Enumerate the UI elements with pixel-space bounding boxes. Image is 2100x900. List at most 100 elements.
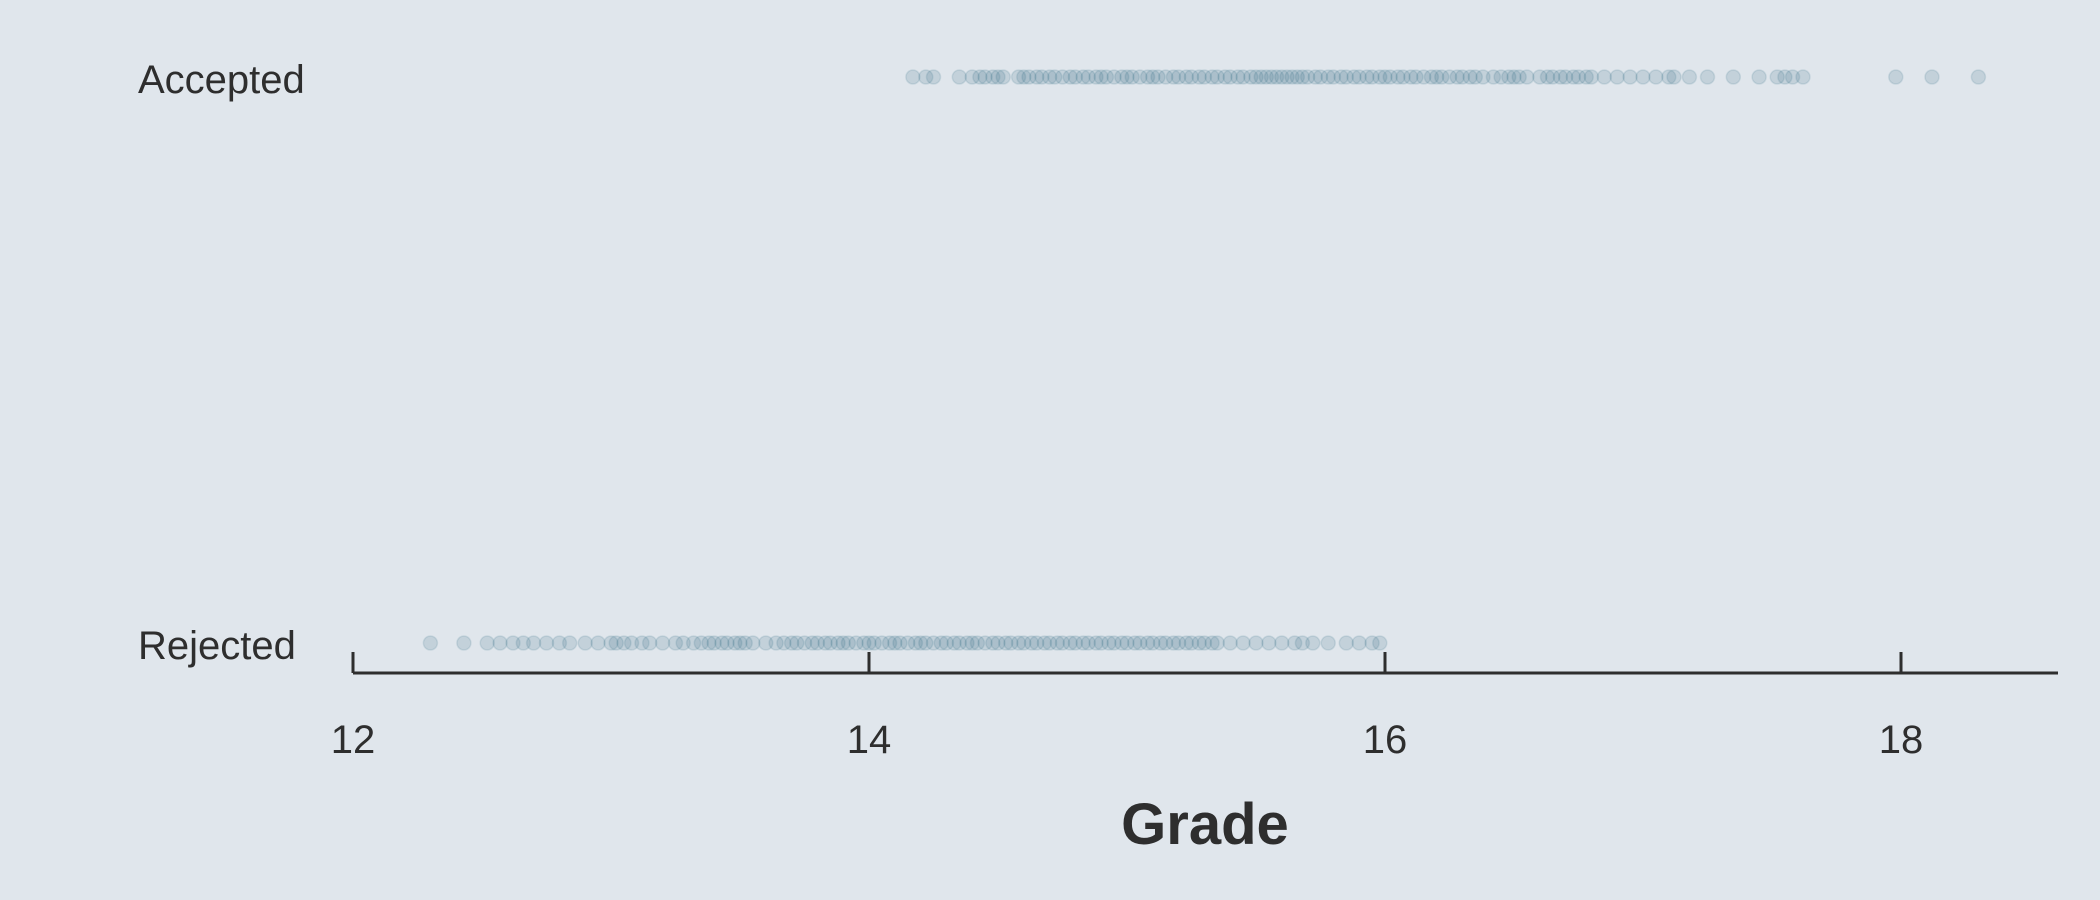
point-accepted-115 bbox=[1888, 69, 1904, 85]
point-accepted-7 bbox=[985, 69, 1001, 85]
point-accepted-111 bbox=[1769, 69, 1785, 85]
point-accepted-65 bbox=[1351, 69, 1367, 85]
point-accepted-61 bbox=[1325, 69, 1342, 85]
point-accepted-13 bbox=[1028, 69, 1045, 85]
point-accepted-1 bbox=[918, 69, 934, 85]
point-rejected-86 bbox=[1119, 635, 1135, 651]
point-rejected-61 bbox=[959, 635, 975, 651]
point-accepted-31 bbox=[1145, 69, 1161, 85]
point-rejected-106 bbox=[1286, 635, 1303, 651]
point-rejected-23 bbox=[701, 635, 717, 651]
point-rejected-84 bbox=[1106, 635, 1122, 651]
point-rejected-22 bbox=[693, 635, 710, 651]
point-accepted-25 bbox=[1106, 69, 1122, 85]
point-accepted-58 bbox=[1307, 69, 1324, 85]
point-accepted-44 bbox=[1230, 69, 1246, 85]
point-accepted-47 bbox=[1248, 69, 1264, 85]
point-accepted-68 bbox=[1372, 69, 1388, 85]
point-rejected-105 bbox=[1274, 635, 1290, 651]
point-rejected-94 bbox=[1170, 635, 1187, 651]
point-rejected-11 bbox=[590, 635, 606, 651]
point-accepted-92 bbox=[1539, 69, 1556, 85]
point-rejected-0 bbox=[422, 635, 439, 651]
point-rejected-44 bbox=[848, 635, 864, 651]
point-accepted-104 bbox=[1648, 69, 1664, 85]
point-accepted-114 bbox=[1795, 69, 1811, 85]
point-accepted-72 bbox=[1395, 69, 1411, 85]
point-accepted-107 bbox=[1681, 69, 1698, 85]
point-rejected-71 bbox=[1023, 635, 1040, 651]
point-rejected-51 bbox=[892, 635, 908, 651]
point-accepted-81 bbox=[1454, 69, 1471, 85]
point-rejected-16 bbox=[634, 635, 650, 651]
point-accepted-101 bbox=[1609, 69, 1625, 85]
point-accepted-23 bbox=[1093, 69, 1109, 85]
point-rejected-14 bbox=[616, 635, 632, 651]
point-rejected-41 bbox=[830, 635, 846, 651]
point-rejected-7 bbox=[538, 635, 555, 651]
point-rejected-9 bbox=[561, 635, 578, 651]
point-accepted-62 bbox=[1333, 69, 1349, 85]
point-accepted-103 bbox=[1635, 69, 1651, 85]
category-label-accepted: Accepted bbox=[138, 58, 305, 102]
point-accepted-43 bbox=[1222, 69, 1238, 85]
point-rejected-101 bbox=[1222, 635, 1238, 651]
point-accepted-29 bbox=[1132, 69, 1148, 85]
point-rejected-111 bbox=[1351, 635, 1367, 651]
point-rejected-58 bbox=[938, 635, 955, 651]
point-rejected-83 bbox=[1101, 635, 1117, 651]
point-accepted-76 bbox=[1423, 69, 1440, 85]
point-rejected-52 bbox=[899, 635, 916, 651]
point-accepted-51 bbox=[1268, 69, 1285, 85]
point-accepted-87 bbox=[1501, 69, 1517, 85]
point-rejected-90 bbox=[1145, 635, 1161, 651]
point-accepted-98 bbox=[1578, 69, 1594, 85]
point-rejected-12 bbox=[603, 635, 619, 651]
point-accepted-100 bbox=[1596, 69, 1613, 85]
point-accepted-93 bbox=[1544, 69, 1561, 85]
point-accepted-78 bbox=[1434, 69, 1450, 85]
point-rejected-46 bbox=[861, 635, 877, 651]
point-rejected-103 bbox=[1248, 635, 1264, 651]
point-accepted-74 bbox=[1408, 69, 1424, 85]
point-rejected-6 bbox=[525, 635, 542, 651]
point-rejected-112 bbox=[1364, 635, 1380, 651]
point-rejected-10 bbox=[577, 635, 593, 651]
point-accepted-116 bbox=[1924, 69, 1940, 85]
point-accepted-117 bbox=[1970, 69, 1987, 85]
x-tick-label-12: 12 bbox=[331, 718, 376, 762]
point-accepted-40 bbox=[1204, 69, 1220, 85]
point-rejected-63 bbox=[969, 635, 986, 651]
point-rejected-92 bbox=[1157, 635, 1174, 651]
point-rejected-40 bbox=[822, 635, 839, 651]
point-accepted-63 bbox=[1338, 69, 1355, 85]
point-rejected-15 bbox=[623, 635, 640, 651]
point-accepted-15 bbox=[1041, 69, 1058, 85]
point-rejected-42 bbox=[835, 635, 851, 651]
point-accepted-91 bbox=[1532, 69, 1548, 85]
point-rejected-82 bbox=[1093, 635, 1109, 651]
point-rejected-47 bbox=[866, 635, 882, 651]
x-tick-label-16: 16 bbox=[1363, 718, 1408, 762]
x-axis bbox=[351, 652, 2058, 675]
point-rejected-108 bbox=[1305, 635, 1321, 651]
point-rejected-43 bbox=[840, 635, 857, 651]
point-accepted-86 bbox=[1493, 69, 1509, 85]
point-rejected-77 bbox=[1062, 635, 1078, 651]
point-accepted-71 bbox=[1390, 69, 1406, 85]
point-rejected-64 bbox=[977, 635, 993, 651]
point-accepted-18 bbox=[1062, 69, 1078, 85]
point-accepted-0 bbox=[905, 69, 921, 85]
point-accepted-26 bbox=[1114, 69, 1130, 85]
point-accepted-42 bbox=[1217, 69, 1233, 85]
point-accepted-12 bbox=[1021, 69, 1037, 85]
point-rejected-60 bbox=[951, 635, 968, 651]
point-accepted-10 bbox=[1010, 69, 1027, 85]
point-rejected-89 bbox=[1139, 635, 1156, 651]
point-accepted-110 bbox=[1751, 69, 1767, 85]
point-accepted-17 bbox=[1054, 69, 1071, 85]
point-rejected-39 bbox=[817, 635, 833, 651]
point-rejected-107 bbox=[1294, 635, 1311, 651]
point-rejected-67 bbox=[997, 635, 1014, 651]
